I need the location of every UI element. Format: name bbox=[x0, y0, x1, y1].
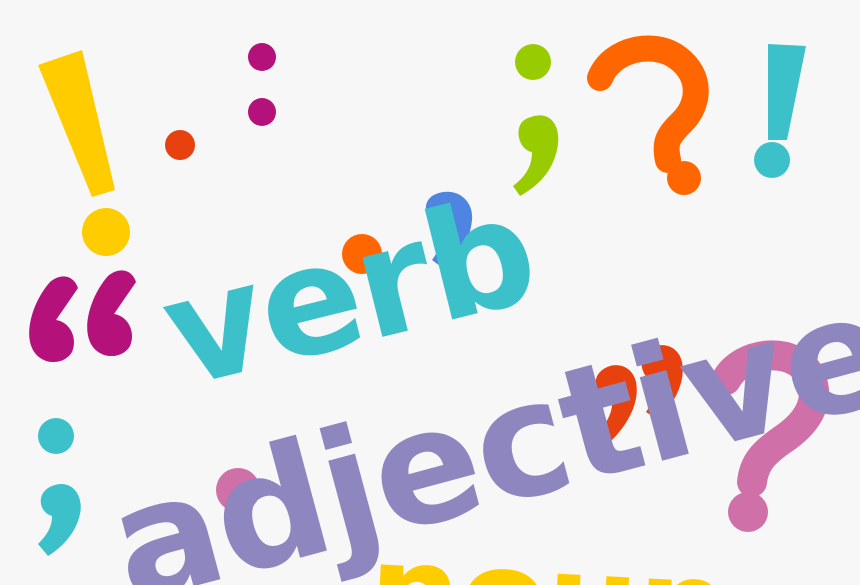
open-quote-magenta bbox=[29, 270, 136, 363]
period-pink bbox=[216, 468, 260, 512]
comma-blue bbox=[425, 191, 473, 272]
semicolon-teal bbox=[38, 418, 81, 556]
exclamation-mark-yellow bbox=[38, 50, 130, 256]
word-noun: noun bbox=[365, 514, 731, 585]
exclamation-mark-teal bbox=[754, 44, 806, 178]
question-mark-orange bbox=[587, 35, 709, 195]
period-red bbox=[165, 130, 195, 160]
close-quote-red bbox=[595, 345, 683, 440]
period-orange bbox=[342, 234, 382, 274]
semicolon-lime bbox=[513, 44, 559, 196]
colon-magenta bbox=[248, 43, 276, 126]
question-mark-pink bbox=[711, 340, 829, 532]
